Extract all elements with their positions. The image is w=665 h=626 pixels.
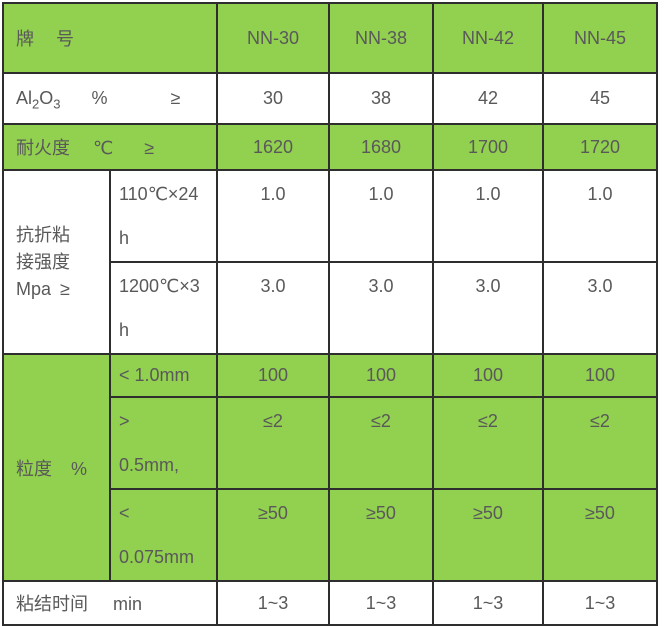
col-header-nn45: NN-45 [542,2,658,74]
bonding-time-value: 1~3 [432,580,544,626]
granularity-row-0075mm: < 0.075mm ≥50 ≥50 ≥50 ≥50 [3,488,658,582]
granularity-value: ≤2 [542,396,658,490]
al2o3-value: 30 [216,72,330,125]
granularity-value: ≥50 [216,488,330,582]
col-header-nn30: NN-30 [216,2,330,74]
refractoriness-value: 1620 [216,123,330,171]
granularity-condition-1mm: < 1.0mm [109,353,218,398]
strength-value: 3.0 [328,261,434,355]
granularity-label: 粒度 [16,458,52,479]
refractoriness-value: 1720 [542,123,658,171]
strength-value: 3.0 [216,261,330,355]
strength-value: 1.0 [542,169,658,263]
granularity-value: ≤2 [216,396,330,490]
strength-value: 3.0 [432,261,544,355]
bonding-time-unit: min [113,594,143,614]
al2o3-value: 42 [432,72,544,125]
granularity-label-cell: 粒度 % [2,353,111,582]
granularity-value: ≤2 [328,396,434,490]
granularity-value: 100 [328,353,434,398]
bonding-time-value: 1~3 [216,580,330,626]
col-header-nn38: NN-38 [328,2,434,74]
strength-condition-110: 110℃×24 h [109,169,218,263]
bonding-time-value: 1~3 [542,580,658,626]
granularity-value: ≥50 [542,488,658,582]
refractoriness-value: 1680 [328,123,434,171]
header-row: 牌 号 NN-30 NN-38 NN-42 NN-45 [2,2,658,74]
granularity-unit: % [71,458,88,479]
refractoriness-unit: ℃ [93,138,114,158]
al2o3-label-cell: Al2O3 % ≥ [2,72,218,125]
strength-value: 1.0 [328,169,434,263]
header-brand-cell: 牌 号 [2,2,218,74]
strength-row-110: 抗折粘 接强度 Mpa ≥ 110℃×24 h 1.0 1.0 1.0 1.0 [2,169,658,355]
granularity-row-1mm: 粒度 % < 1.0mm 100 100 100 100 [2,353,658,582]
bonding-time-row: 粘结时间 min 1~3 1~3 1~3 1~3 [2,580,658,626]
bonding-time-label-cell: 粘结时间 min [2,580,218,626]
al2o3-operator: ≥ [170,88,181,108]
refractoriness-label: 耐火度 [16,138,70,158]
granularity-value: ≤2 [432,396,544,490]
refractoriness-row: 耐火度 ℃ ≥ 1620 1680 1700 1720 [2,123,658,171]
al2o3-formula: Al2O3 [16,88,61,112]
bonding-time-label: 粘结时间 [16,594,88,614]
al2o3-unit: % [91,88,108,108]
refractoriness-label-cell: 耐火度 ℃ ≥ [2,123,218,171]
granularity-value: ≥50 [432,488,544,582]
granularity-value: 100 [432,353,544,398]
strength-row-1200: 1200℃×3 h 3.0 3.0 3.0 3.0 [3,261,658,355]
strength-value: 1.0 [432,169,544,263]
strength-value: 1.0 [216,169,330,263]
strength-value: 3.0 [542,261,658,355]
granularity-value: 100 [216,353,330,398]
al2o3-value: 38 [328,72,434,125]
strength-label-cell: 抗折粘 接强度 Mpa ≥ [2,169,111,355]
granularity-value: 100 [542,353,658,398]
granularity-row-05mm: > 0.5mm, ≤2 ≤2 ≤2 ≤2 [3,396,658,490]
granularity-condition-0075mm: < 0.075mm [109,488,218,582]
al2o3-row: Al2O3 % ≥ 30 38 42 45 [2,72,658,125]
al2o3-value: 45 [542,72,658,125]
granularity-condition-05mm: > 0.5mm, [109,396,218,490]
bonding-time-value: 1~3 [328,580,434,626]
refractoriness-value: 1700 [432,123,544,171]
col-header-nn42: NN-42 [432,2,544,74]
brand-label: 牌 号 [16,29,76,49]
granularity-value: ≥50 [328,488,434,582]
strength-condition-1200: 1200℃×3 h [109,261,218,355]
refractoriness-operator: ≥ [144,138,155,158]
